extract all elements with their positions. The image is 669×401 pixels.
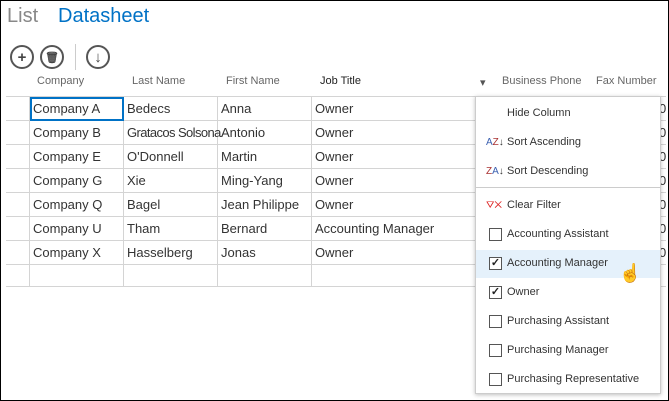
- add-button[interactable]: +: [10, 45, 34, 69]
- hidden-phone-cell: 0: [659, 149, 666, 164]
- download-icon: ↓: [94, 48, 102, 66]
- table-cell[interactable]: Ming-Yang: [218, 169, 312, 193]
- checkbox[interactable]: [489, 228, 502, 241]
- toolbar-divider: [75, 44, 76, 70]
- table-cell[interactable]: Bedecs: [124, 97, 218, 121]
- table-cell[interactable]: Company G: [30, 169, 124, 193]
- clear-filter-icon: ⛛✕: [486, 200, 503, 211]
- table-row[interactable]: Company X Hasselberg Jonas Owner 0: [6, 241, 666, 265]
- table-row[interactable]: Company E O'Donnell Martin Owner 0: [6, 145, 666, 169]
- table-cell[interactable]: Gratacos Solsona: [124, 121, 221, 145]
- column-header[interactable]: Job Title: [320, 75, 361, 87]
- table-cell[interactable]: Xie: [124, 169, 218, 193]
- filter-option[interactable]: ✓ Owner: [489, 286, 540, 299]
- column-header[interactable]: Company: [37, 75, 85, 87]
- filter-option[interactable]: Purchasing Manager: [476, 337, 660, 365]
- checkbox[interactable]: [489, 315, 502, 328]
- table-cell[interactable]: Anna: [218, 97, 312, 121]
- menu-sort-ascending[interactable]: AZ↓ Sort Ascending: [486, 136, 581, 148]
- table-row[interactable]: Company Q Bagel Jean Philippe Owner 0: [6, 193, 666, 217]
- download-button[interactable]: ↓: [86, 45, 110, 69]
- table-cell[interactable]: Company E: [30, 145, 124, 169]
- table-row[interactable]: Company B Gratacos Solsona Antonio Owner 0: [6, 121, 666, 145]
- table-cell[interactable]: Jonas: [218, 241, 312, 265]
- table-cell[interactable]: [30, 265, 124, 287]
- menu-hide-column[interactable]: Hide Column: [507, 107, 571, 119]
- hidden-phone-cell: 0: [659, 197, 666, 212]
- table-cell[interactable]: [6, 169, 30, 193]
- filter-option[interactable]: Purchasing Assistant: [476, 308, 660, 336]
- column-dropdown-arrow-icon[interactable]: ▾: [480, 77, 486, 89]
- tab-list[interactable]: List: [7, 5, 39, 27]
- table-cell[interactable]: [6, 193, 30, 217]
- table-cell[interactable]: [218, 265, 312, 287]
- table-cell[interactable]: Company A: [30, 97, 124, 121]
- table-row[interactable]: Company A Bedecs Anna Owner 0: [6, 97, 666, 121]
- table-cell[interactable]: [6, 145, 30, 169]
- hidden-phone-cell: 0: [659, 173, 666, 188]
- hidden-phone-cell: 0: [659, 221, 666, 236]
- table-cell[interactable]: Tham: [124, 217, 218, 241]
- column-header[interactable]: Fax Number: [596, 75, 657, 87]
- table-cell[interactable]: Company Q: [30, 193, 124, 217]
- menu-divider: [476, 187, 660, 188]
- table-cell[interactable]: Company B: [30, 121, 124, 145]
- table-cell[interactable]: [6, 217, 30, 241]
- table-cell[interactable]: Hasselberg: [124, 241, 218, 265]
- checkbox[interactable]: [489, 344, 502, 357]
- sort-descending-icon: ZA↓: [486, 166, 504, 177]
- hidden-phone-cell: 0: [659, 101, 666, 116]
- table-cell[interactable]: Company U: [30, 217, 124, 241]
- table-cell[interactable]: Bagel: [124, 193, 218, 217]
- table-row[interactable]: Company U Tham Bernard Accounting Manager 0: [6, 217, 666, 241]
- sort-ascending-icon: AZ↓: [486, 137, 504, 148]
- table-cell[interactable]: Antonio: [218, 121, 312, 145]
- column-header[interactable]: First Name: [226, 75, 280, 87]
- delete-button[interactable]: 🗑: [40, 45, 64, 69]
- tab-datasheet[interactable]: Datasheet: [58, 5, 150, 27]
- table-cell[interactable]: [6, 121, 30, 145]
- hand-cursor-icon: ☝: [619, 263, 642, 283]
- grid-top-border: [6, 96, 666, 97]
- filter-option[interactable]: Purchasing Representative: [476, 366, 660, 394]
- hidden-phone-cell: 0: [659, 245, 666, 260]
- table-cell[interactable]: Company X: [30, 241, 124, 265]
- checkbox[interactable]: ✓: [489, 286, 502, 299]
- filter-option[interactable]: ✓ Accounting Manager: [476, 250, 660, 278]
- table-cell[interactable]: [6, 97, 30, 121]
- hidden-phone-cell: 0: [659, 125, 666, 140]
- menu-sort-descending[interactable]: ZA↓ Sort Descending: [486, 165, 589, 177]
- table-cell[interactable]: [6, 241, 30, 265]
- checkbox[interactable]: [489, 373, 502, 386]
- menu-clear-filter[interactable]: ⛛✕ Clear Filter: [486, 199, 561, 211]
- table-cell[interactable]: [124, 265, 218, 287]
- column-header[interactable]: Last Name: [132, 75, 186, 87]
- table-cell[interactable]: O'Donnell: [124, 145, 218, 169]
- table-row[interactable]: Company G Xie Ming-Yang Owner 0: [6, 169, 666, 193]
- filter-option[interactable]: Accounting Assistant: [476, 221, 660, 249]
- trash-icon: 🗑: [45, 51, 59, 64]
- column-header[interactable]: Business Phone: [502, 75, 582, 87]
- add-icon: +: [17, 48, 27, 66]
- table-cell[interactable]: [6, 265, 30, 287]
- column-filter-menu: Hide Column AZ↓ Sort Ascending ZA↓ Sort De…: [475, 96, 661, 394]
- table-cell[interactable]: Bernard: [218, 217, 312, 241]
- table-cell[interactable]: Martin: [218, 145, 312, 169]
- table-cell[interactable]: Jean Philippe: [218, 193, 312, 217]
- checkbox[interactable]: ✓: [489, 257, 502, 270]
